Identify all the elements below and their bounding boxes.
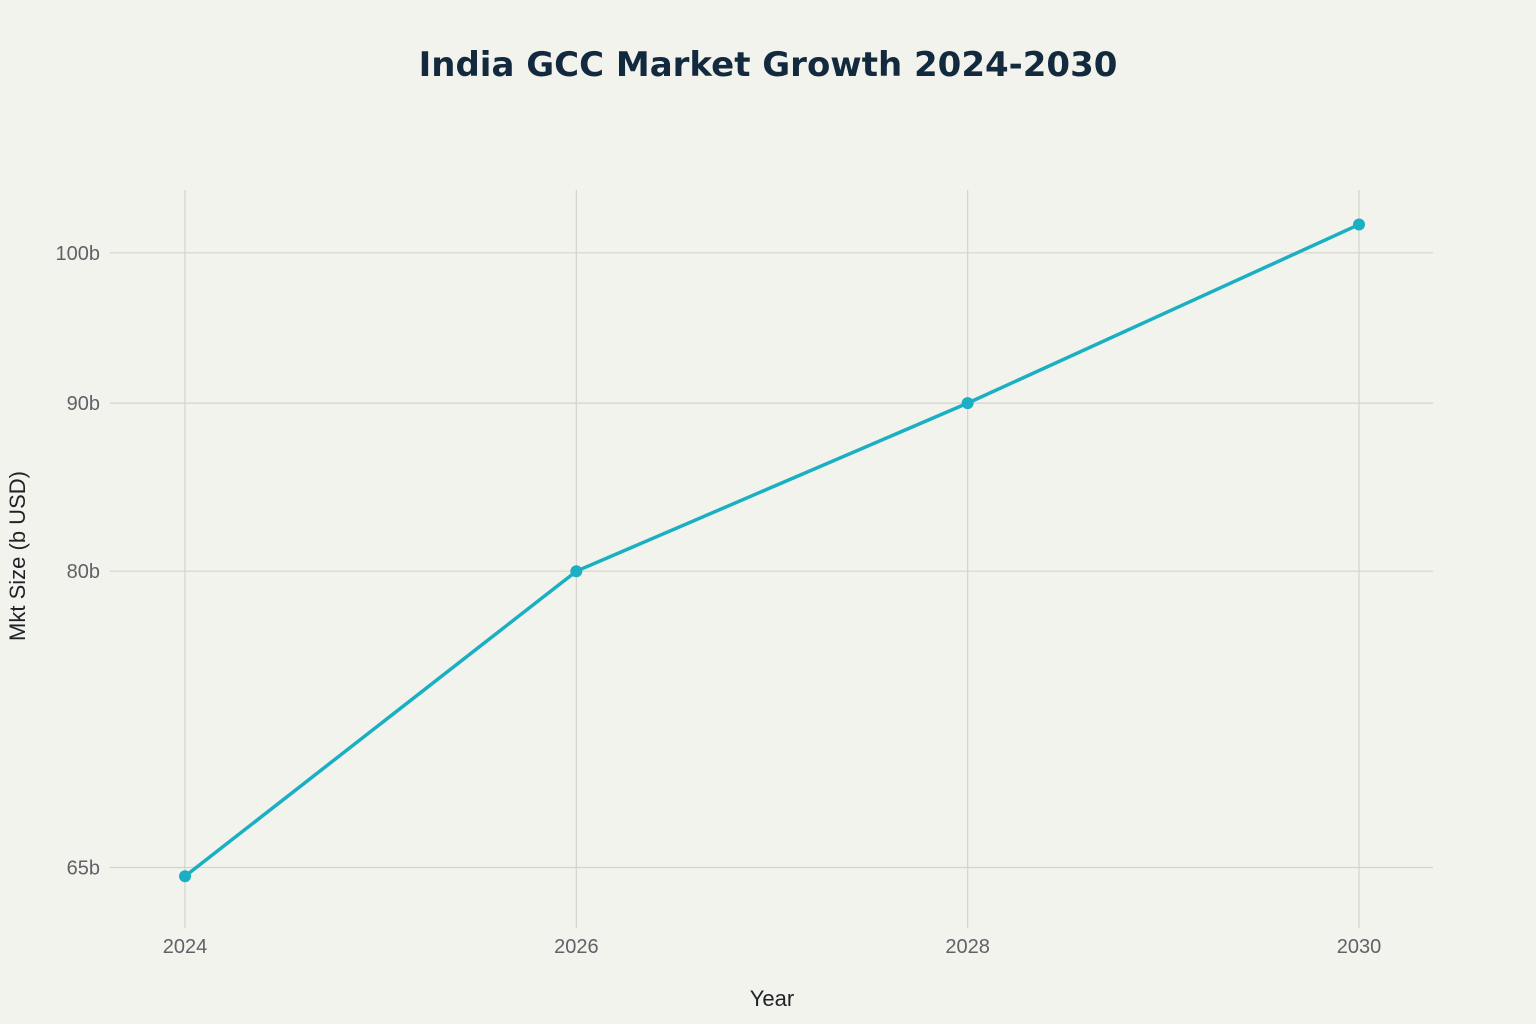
grid <box>110 190 1433 928</box>
data-point[interactable] <box>570 565 583 578</box>
data-point[interactable] <box>1353 218 1365 231</box>
x-tick-label: 2030 <box>1337 936 1382 958</box>
x-tick-label: 2028 <box>945 936 990 958</box>
y-tick-label: 90b <box>67 393 100 415</box>
y-tick-label: 100b <box>56 243 101 265</box>
y-tick-label: 65b <box>67 857 100 879</box>
x-tick-label: 2026 <box>554 936 599 958</box>
y-tick-label: 80b <box>67 561 100 583</box>
x-tick-label: 2024 <box>163 936 208 958</box>
data-point[interactable] <box>179 870 191 883</box>
y-axis-title: Mkt Size (b USD) <box>5 471 30 641</box>
chart-title: India GCC Market Growth 2024-2030 <box>419 45 1118 85</box>
x-axis-title: Year <box>750 986 794 1011</box>
series-line <box>183 222 1361 879</box>
data-point[interactable] <box>961 397 974 410</box>
series-layer <box>179 218 1365 883</box>
x-axis-ticks: 2024 2026 2028 2030 <box>163 936 1382 958</box>
y-axis-ticks: 65b 80b 90b 100b <box>56 243 101 880</box>
